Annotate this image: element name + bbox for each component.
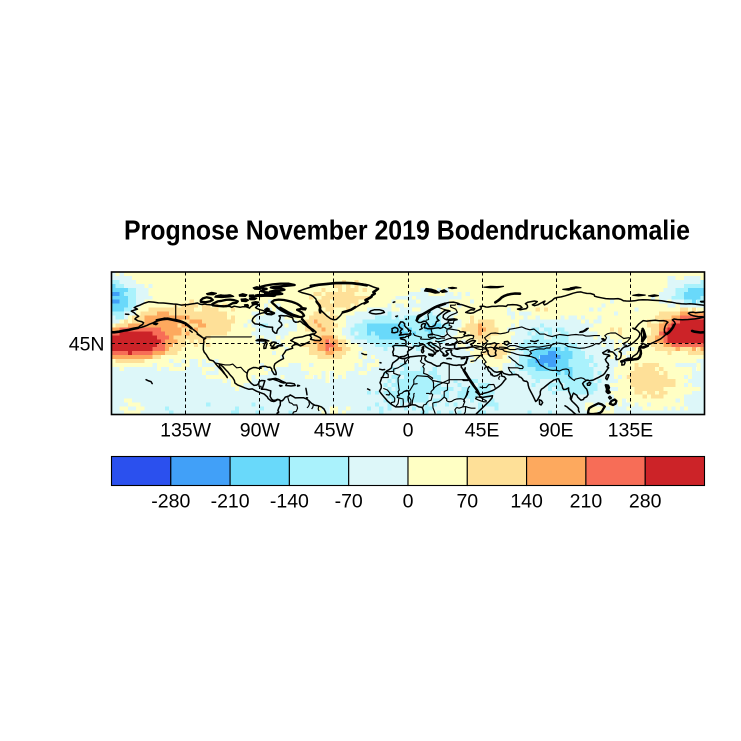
svg-text:210: 210 <box>570 491 603 513</box>
svg-text:135W: 135W <box>160 420 212 442</box>
svg-text:0: 0 <box>403 420 414 442</box>
svg-text:45W: 45W <box>314 420 355 442</box>
svg-text:45N: 45N <box>69 333 105 355</box>
svg-text:-280: -280 <box>151 491 190 513</box>
svg-text:Prognose November 2019 Bodendr: Prognose November 2019 Bodendruckanomali… <box>124 215 690 246</box>
svg-text:140: 140 <box>510 491 543 513</box>
svg-text:-210: -210 <box>211 491 250 513</box>
svg-text:45E: 45E <box>465 420 500 442</box>
svg-text:-70: -70 <box>335 491 363 513</box>
svg-text:90W: 90W <box>240 420 281 442</box>
svg-text:-140: -140 <box>270 491 309 513</box>
svg-text:70: 70 <box>456 491 478 513</box>
svg-text:0: 0 <box>403 491 414 513</box>
svg-text:135E: 135E <box>608 420 654 442</box>
svg-text:90E: 90E <box>539 420 574 442</box>
svg-text:280: 280 <box>629 491 662 513</box>
